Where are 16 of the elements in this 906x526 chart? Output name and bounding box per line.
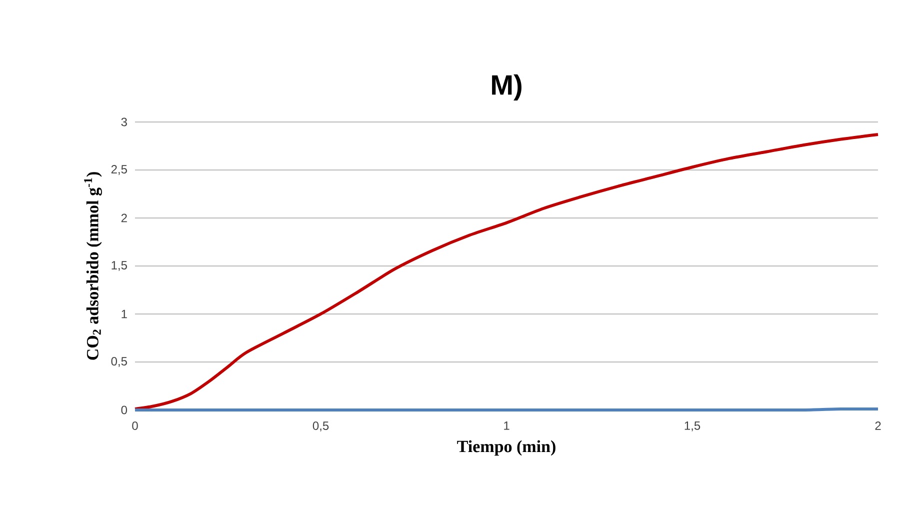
y-tick-label: 3 bbox=[121, 118, 127, 126]
y-tick-label: 0 bbox=[121, 406, 128, 414]
y-tick-label: 1 bbox=[122, 310, 127, 318]
y-tick-label: 2 bbox=[121, 214, 127, 222]
x-tick-label: 1,5 bbox=[684, 422, 700, 432]
x-axis-title: Tiempo (min) bbox=[457, 440, 556, 456]
y-axis-title: CO$_{2}$ adsorbido (mmol g$^{-1}$) bbox=[84, 172, 102, 360]
x-tick-label: 0,5 bbox=[312, 422, 329, 432]
y-tick-label: 1,5 bbox=[112, 261, 127, 271]
x-tick-label: 1 bbox=[504, 422, 510, 430]
line-series bbox=[134, 132, 880, 411]
y-tick-label: 2,5 bbox=[111, 165, 127, 175]
y-tick-label: 0,5 bbox=[111, 357, 127, 367]
chart-title: M) bbox=[492, 74, 522, 100]
x-tick-label: 0 bbox=[132, 422, 138, 430]
x-tick-label: 2 bbox=[875, 422, 881, 430]
